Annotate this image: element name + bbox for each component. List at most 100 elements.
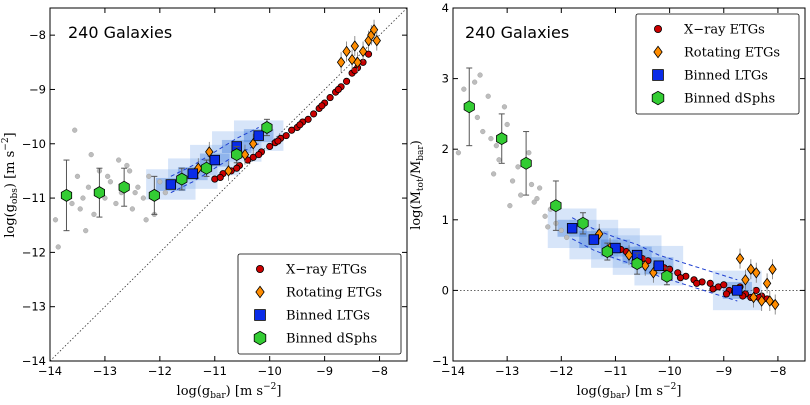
point-square	[209, 154, 220, 166]
point-hexagon	[520, 156, 532, 170]
background-point	[455, 150, 462, 156]
point-diamond	[249, 138, 258, 150]
point-diamond	[735, 252, 745, 265]
background-point	[472, 79, 478, 85]
background-point	[52, 217, 59, 223]
background-point	[531, 199, 537, 205]
background-point	[143, 217, 149, 223]
point-circle	[676, 274, 684, 282]
point-square	[187, 168, 199, 179]
background-point	[542, 213, 548, 219]
legend-box	[237, 253, 402, 355]
y-tick-label: 1	[442, 213, 449, 227]
background-point	[77, 206, 83, 212]
point-square	[253, 130, 264, 141]
background-point	[485, 93, 491, 99]
point-circle	[274, 137, 282, 145]
point-diamond	[595, 228, 604, 240]
point-diamond	[372, 34, 381, 47]
legend-marker-square	[254, 309, 266, 321]
point-square	[653, 260, 664, 271]
point-circle	[752, 286, 760, 294]
point-circle	[266, 142, 274, 151]
point-diamond	[641, 259, 650, 272]
point-circle	[216, 173, 224, 181]
legend-label: Binned LTGs	[286, 309, 370, 324]
point-circle	[351, 66, 359, 75]
background-point	[504, 121, 510, 128]
left-axes-frame	[49, 7, 408, 362]
legend-marker-square	[652, 69, 664, 81]
left-plot-area	[50, 8, 407, 361]
legend-label: Binned dSphs	[286, 332, 377, 347]
band-upper-edge	[170, 127, 259, 177]
left-annotation: 240 Galaxies	[68, 23, 172, 42]
right-axes-frame	[452, 7, 806, 362]
point-circle	[288, 126, 296, 134]
legend-label: Rotating ETGs	[684, 46, 780, 61]
background-point	[534, 196, 540, 202]
background-point	[162, 190, 168, 196]
right-ylabel: log(Mtot/Mbar)	[409, 140, 426, 230]
legend-label: Binned LTGs	[684, 69, 768, 84]
background-point	[127, 168, 133, 174]
point-hexagon	[601, 245, 613, 259]
y-tick-label: −12	[22, 245, 46, 259]
background-point	[491, 171, 497, 177]
legend-marker-hexagon	[253, 330, 267, 346]
point-diamond	[353, 56, 362, 69]
background-point	[477, 72, 483, 78]
point-circle	[706, 279, 714, 287]
y-tick-label: −14	[22, 354, 46, 368]
legend-marker-hexagon	[651, 90, 665, 106]
background-point	[140, 195, 146, 201]
point-square	[165, 179, 177, 190]
legend-marker-circle	[654, 24, 663, 33]
point-diamond	[358, 45, 368, 58]
legend-box	[635, 13, 800, 115]
y-tick-label: −9	[29, 82, 46, 96]
point-square	[732, 285, 743, 296]
legend-label: X−ray ETGs	[684, 23, 765, 38]
x-tick-label: −14	[38, 364, 62, 378]
point-hexagon	[550, 199, 562, 213]
right-xlabel: log(gbar) [m s−2]	[577, 382, 682, 401]
point-hexagon	[148, 188, 160, 202]
point-diamond	[194, 162, 203, 174]
background-point	[80, 195, 86, 201]
point-diamond	[205, 146, 214, 158]
background-point	[564, 234, 570, 241]
point-circle	[233, 164, 241, 172]
point-circle	[334, 85, 342, 94]
point-circle	[310, 110, 318, 118]
background-point	[72, 127, 78, 133]
background-point	[146, 173, 152, 179]
background-point	[69, 200, 75, 207]
background-point	[496, 157, 502, 163]
background-point	[518, 192, 524, 198]
point-square	[566, 223, 578, 234]
point-circle	[365, 50, 373, 58]
point-diamond	[224, 165, 233, 177]
x-tick-label: −10	[657, 364, 681, 378]
point-hexagon	[93, 186, 105, 200]
x-tick-label: −12	[148, 364, 172, 378]
point-diamond	[768, 263, 777, 275]
point-diamond	[350, 40, 359, 52]
background-point	[129, 206, 135, 212]
right-plot-area	[453, 67, 805, 315]
left-xlabel: log(gbar) [m s−2]	[177, 382, 282, 401]
point-circle	[720, 281, 728, 289]
point-diamond	[624, 249, 634, 261]
x-tick-label: −13	[93, 364, 117, 378]
point-circle	[255, 151, 263, 159]
point-hexagon	[463, 100, 475, 114]
background-point	[480, 128, 486, 135]
background-point	[515, 164, 521, 170]
background-point	[545, 224, 551, 230]
point-hexagon	[60, 188, 73, 202]
background-point	[74, 173, 81, 179]
point-diamond	[762, 277, 772, 290]
